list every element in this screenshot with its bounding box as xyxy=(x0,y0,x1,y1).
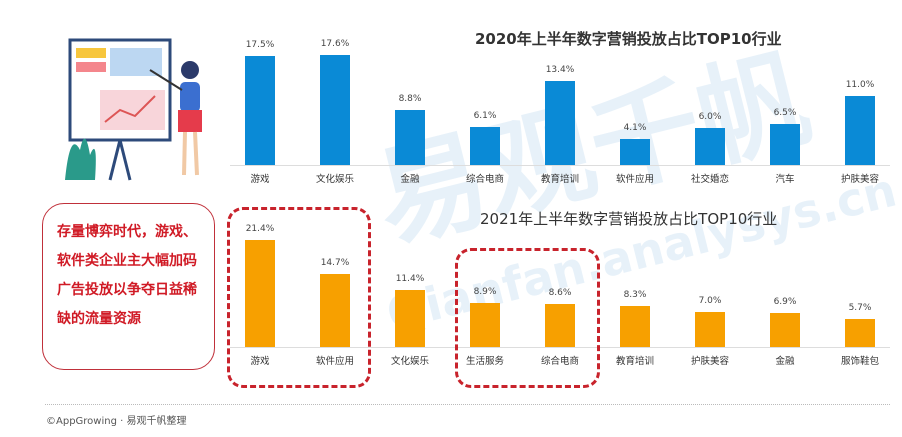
bar xyxy=(545,304,575,347)
category-label: 护肤美容 xyxy=(690,356,729,367)
category-label: 游戏 xyxy=(250,174,270,185)
chart-title-2020: 2020年上半年数字营销投放占比TOP10行业 xyxy=(475,30,782,48)
bar xyxy=(470,126,500,165)
bar xyxy=(470,302,500,347)
bar xyxy=(395,110,425,165)
bar xyxy=(395,290,425,347)
data-label: 11.0% xyxy=(845,80,875,91)
category-label: 文化娱乐 xyxy=(315,174,354,185)
category-label: 教育培训 xyxy=(540,174,579,185)
data-label: 21.4% xyxy=(245,224,275,234)
data-label: 8.9% xyxy=(473,286,497,297)
data-label: 8.3% xyxy=(623,289,647,300)
data-label: 6.9% xyxy=(773,296,797,307)
data-label: 7.0% xyxy=(698,296,722,306)
category-label: 综合电商 xyxy=(540,356,579,367)
category-label: 汽车 xyxy=(775,174,795,185)
data-label: 6.1% xyxy=(473,110,497,121)
data-label: 6.0% xyxy=(698,111,722,122)
bar xyxy=(320,273,350,347)
category-label: 金融 xyxy=(775,356,795,367)
data-label: 4.1% xyxy=(623,123,647,134)
data-label: 8.6% xyxy=(548,288,572,298)
category-label: 综合电商 xyxy=(465,174,504,185)
highlight-box-services-ecommerce xyxy=(455,248,600,388)
data-label: 17.6% xyxy=(320,39,350,49)
bar xyxy=(770,312,800,347)
category-label: 游戏 xyxy=(250,356,270,367)
bar xyxy=(620,305,650,347)
x-axis xyxy=(230,165,890,166)
category-label: 服饰鞋包 xyxy=(840,356,879,367)
bar xyxy=(620,139,650,165)
category-label: 生活服务 xyxy=(465,356,504,367)
annotation-note: 存量博弈时代，游戏、软件类企业主大幅加码广告投放以争夺日益稀缺的流量资源 xyxy=(42,203,215,370)
category-label: 社交婚恋 xyxy=(690,174,729,185)
bar xyxy=(545,81,575,165)
category-label: 文化娱乐 xyxy=(390,356,429,367)
bar xyxy=(695,312,725,347)
data-label: 11.4% xyxy=(395,274,425,284)
chart-title-2021: 2021年上半年数字营销投放占比TOP10行业 xyxy=(480,210,778,228)
source-footer: ©AppGrowing · 易观千帆整理 xyxy=(46,416,187,427)
data-label: 14.7% xyxy=(320,257,350,268)
bar xyxy=(245,55,275,165)
category-label: 教育培训 xyxy=(615,356,654,367)
x-axis xyxy=(230,347,890,348)
bar xyxy=(320,55,350,165)
presentation-icon xyxy=(65,38,202,181)
bar xyxy=(845,318,875,347)
bar xyxy=(245,240,275,347)
data-label: 6.5% xyxy=(773,108,797,119)
bar xyxy=(845,96,875,165)
category-label: 软件应用 xyxy=(615,174,654,185)
category-label: 金融 xyxy=(400,174,420,185)
data-label: 5.7% xyxy=(848,302,872,313)
divider xyxy=(45,404,890,405)
highlight-box-games-software xyxy=(227,207,371,388)
category-label: 护肤美容 xyxy=(840,174,879,185)
presenter-illustration xyxy=(60,30,230,190)
data-label: 17.5% xyxy=(245,39,275,50)
data-label: 13.4% xyxy=(545,65,575,76)
data-label: 8.8% xyxy=(398,94,422,104)
bar xyxy=(695,127,725,165)
bar xyxy=(770,124,800,165)
category-label: 软件应用 xyxy=(315,356,354,367)
